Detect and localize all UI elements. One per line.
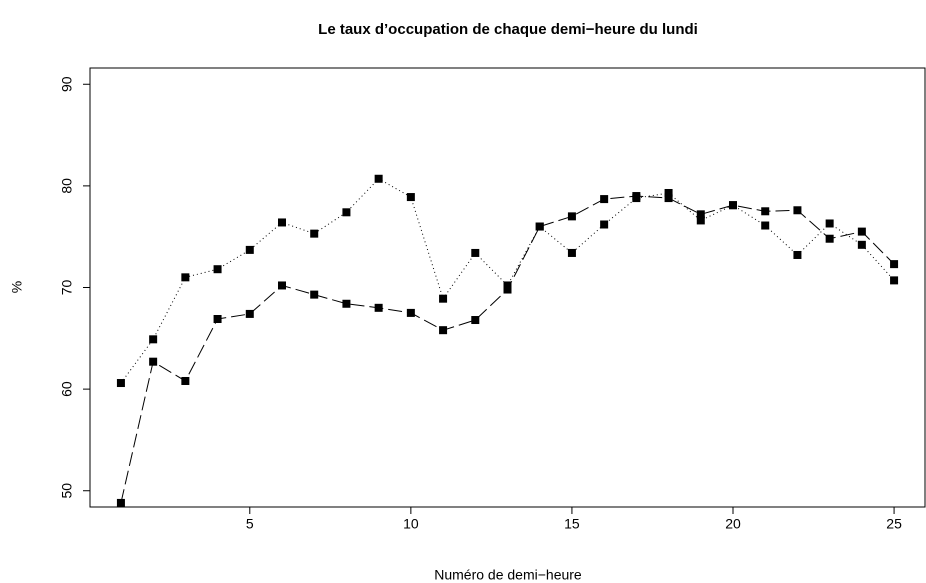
marker — [213, 265, 222, 274]
marker — [890, 276, 899, 285]
marker — [567, 212, 576, 221]
marker — [181, 376, 190, 385]
marker — [503, 281, 512, 290]
x-axis-label: Numéro de demi−heure — [434, 567, 582, 583]
marker — [825, 234, 834, 243]
marker — [567, 248, 576, 257]
marker — [181, 273, 190, 282]
marker — [213, 315, 222, 324]
marker — [535, 222, 544, 231]
x-tick-label: 20 — [725, 516, 741, 532]
x-tick-label: 15 — [564, 516, 580, 532]
marker — [857, 227, 866, 236]
marker — [245, 245, 254, 254]
x-tick-label: 10 — [403, 516, 419, 532]
marker — [600, 220, 609, 229]
marker — [374, 174, 383, 183]
marker — [406, 193, 415, 202]
marker — [471, 248, 480, 257]
marker — [310, 229, 319, 238]
marker — [632, 194, 641, 203]
marker — [471, 316, 480, 325]
marker — [761, 207, 770, 216]
marker — [374, 303, 383, 312]
y-tick-label: 70 — [59, 280, 75, 296]
x-tick-label: 5 — [246, 516, 254, 532]
series-line — [120, 178, 895, 384]
marker — [277, 218, 286, 227]
marker — [664, 188, 673, 197]
chart-title: Le taux d’occupation de chaque demi−heur… — [318, 21, 698, 38]
marker — [857, 240, 866, 249]
marker — [439, 294, 448, 303]
marker — [793, 206, 802, 215]
marker — [825, 219, 834, 228]
marker — [890, 260, 899, 269]
y-axis-label: % — [9, 281, 25, 293]
marker — [116, 379, 125, 388]
marker — [696, 216, 705, 225]
marker — [761, 221, 770, 230]
marker — [696, 210, 705, 219]
marker — [310, 290, 319, 299]
marker — [149, 335, 158, 344]
marker — [342, 208, 351, 217]
x-tick-label: 25 — [886, 516, 902, 532]
marker — [729, 201, 738, 210]
marker — [600, 195, 609, 204]
marker — [503, 285, 512, 294]
y-tick-label: 80 — [59, 178, 75, 194]
y-tick-label: 50 — [59, 483, 75, 499]
marker — [342, 299, 351, 308]
marker — [664, 194, 673, 203]
marker — [149, 357, 158, 366]
y-tick-label: 60 — [59, 381, 75, 397]
series-line — [120, 195, 895, 504]
marker — [277, 281, 286, 290]
marker — [406, 308, 415, 317]
marker — [245, 309, 254, 318]
marker — [116, 498, 125, 507]
marker — [793, 250, 802, 259]
marker — [439, 326, 448, 335]
y-tick-label: 90 — [59, 76, 75, 92]
